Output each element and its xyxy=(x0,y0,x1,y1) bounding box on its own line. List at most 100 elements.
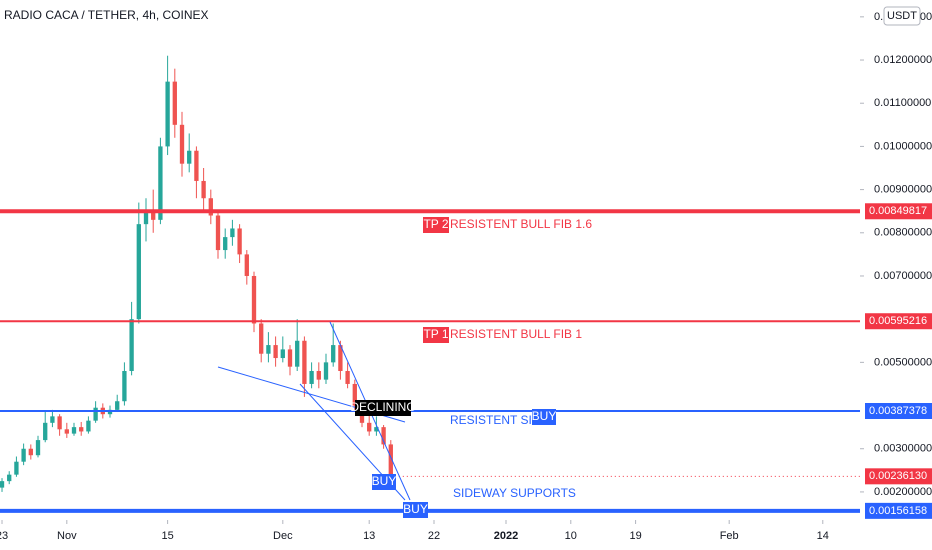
annotation-label: BUY xyxy=(403,502,428,516)
candle-body xyxy=(35,440,41,456)
candle-body xyxy=(79,427,84,432)
candle-body xyxy=(323,362,329,380)
annotation-label: BUY xyxy=(372,474,397,488)
annotation-label: TP 2 xyxy=(423,217,448,231)
y-tick-label: 0.01000000 xyxy=(874,140,932,152)
x-tick-label: Nov xyxy=(57,530,77,542)
y-tick-label: 0.00800000 xyxy=(874,227,932,239)
candle-body xyxy=(388,444,393,477)
price-tag xyxy=(865,313,932,330)
x-tick-label: Feb xyxy=(720,530,739,542)
time-axis xyxy=(0,520,860,550)
candle-body xyxy=(244,254,249,276)
candle-body xyxy=(158,146,163,220)
price-tag-label: 0.00849817 xyxy=(869,205,927,217)
candle-body xyxy=(179,124,185,164)
candle-body xyxy=(107,409,113,415)
price-tag-label: 0.00156158 xyxy=(869,505,927,517)
chart-title: RADIO CACA / TETHER, 4h, COINEX xyxy=(4,8,209,22)
candle-body xyxy=(302,340,307,384)
annotation-box xyxy=(532,409,556,425)
x-tick-label: Dec xyxy=(273,530,293,542)
candle-body xyxy=(230,228,235,238)
candle-body xyxy=(7,474,12,482)
x-tick-label: 23 xyxy=(0,530,8,542)
candle-body xyxy=(287,349,293,367)
price-tag-label: 0.00236130 xyxy=(869,470,927,482)
candle-body xyxy=(367,422,372,432)
price-tag xyxy=(865,502,932,519)
candle-body xyxy=(14,461,19,475)
candle-body xyxy=(0,481,5,488)
candle-body xyxy=(194,150,199,181)
candle-body xyxy=(187,150,192,164)
candle-body xyxy=(309,370,314,384)
candle-body xyxy=(93,407,98,421)
candle-body xyxy=(273,345,278,359)
candle-body xyxy=(122,370,127,402)
annotation-text: SIDEWAY SUPPORTS xyxy=(453,486,576,500)
price-axis xyxy=(860,0,932,550)
candle-body xyxy=(151,211,156,220)
candle-body xyxy=(57,416,62,430)
candle-body xyxy=(331,345,336,363)
annotation-label: DECLINING xyxy=(350,400,415,414)
candle-body xyxy=(295,340,300,367)
annotation-label: BUY xyxy=(532,409,557,423)
x-tick-label: 19 xyxy=(629,530,641,542)
x-tick-label: 13 xyxy=(363,530,375,542)
x-tick-label: 10 xyxy=(565,530,577,542)
candle-body xyxy=(71,427,77,434)
candle-body xyxy=(374,427,379,432)
annotation-box xyxy=(423,327,449,343)
price-tag-label: 0.00595216 xyxy=(869,315,927,327)
candle-body xyxy=(136,224,141,320)
candle-body xyxy=(223,237,228,251)
x-tick-label: 2022 xyxy=(494,530,518,542)
price-tag xyxy=(865,203,932,220)
y-tick-label: 0.00700000 xyxy=(874,270,932,282)
candle-body xyxy=(115,401,120,410)
price-tag xyxy=(865,468,932,485)
y-tick-label: 0.00500000 xyxy=(874,356,932,368)
candle-body xyxy=(316,370,321,380)
annotation-box xyxy=(372,474,396,490)
axes: 0.013000000.012000000.011000000.01000000… xyxy=(0,6,932,542)
annotation-box xyxy=(403,502,428,518)
annotation-box xyxy=(355,400,411,416)
candle-body xyxy=(43,422,48,441)
candle-body xyxy=(266,345,271,354)
annotation-text: RESISTENT BULL FIB 1.6 xyxy=(450,217,592,231)
annotation-text: RESISTENT BULL FIB 1 xyxy=(450,327,582,341)
candle-body xyxy=(50,416,55,423)
candle-body xyxy=(381,427,386,445)
candle-body xyxy=(172,81,177,125)
annotation-label: TP 1 xyxy=(423,327,448,341)
price-tag xyxy=(865,402,932,419)
y-tick-label: 0.01100000 xyxy=(874,97,931,109)
currency-label: USDT xyxy=(887,10,917,22)
candle-body xyxy=(345,370,350,384)
candle-body xyxy=(201,180,206,199)
candle-body xyxy=(21,448,26,462)
currency-badge xyxy=(883,6,921,26)
candle-body xyxy=(280,349,285,359)
candle-body xyxy=(64,429,69,434)
annotation-text: RESISTENT SIDE xyxy=(450,413,548,427)
plot-area xyxy=(0,55,860,513)
x-tick-label: 22 xyxy=(428,530,440,542)
candle-body xyxy=(352,383,357,406)
candle-body xyxy=(28,448,33,456)
x-tick-label: 14 xyxy=(817,530,829,542)
candle-body xyxy=(259,323,264,354)
candle-body xyxy=(165,81,170,147)
candle-body xyxy=(338,345,343,371)
price-tag-label: 0.00387378 xyxy=(869,405,927,417)
candle-body xyxy=(208,198,213,216)
y-tick-label: 0.01200000 xyxy=(874,54,932,66)
candle-body xyxy=(237,228,242,255)
candle-body xyxy=(215,215,221,251)
candle-body xyxy=(86,420,91,432)
